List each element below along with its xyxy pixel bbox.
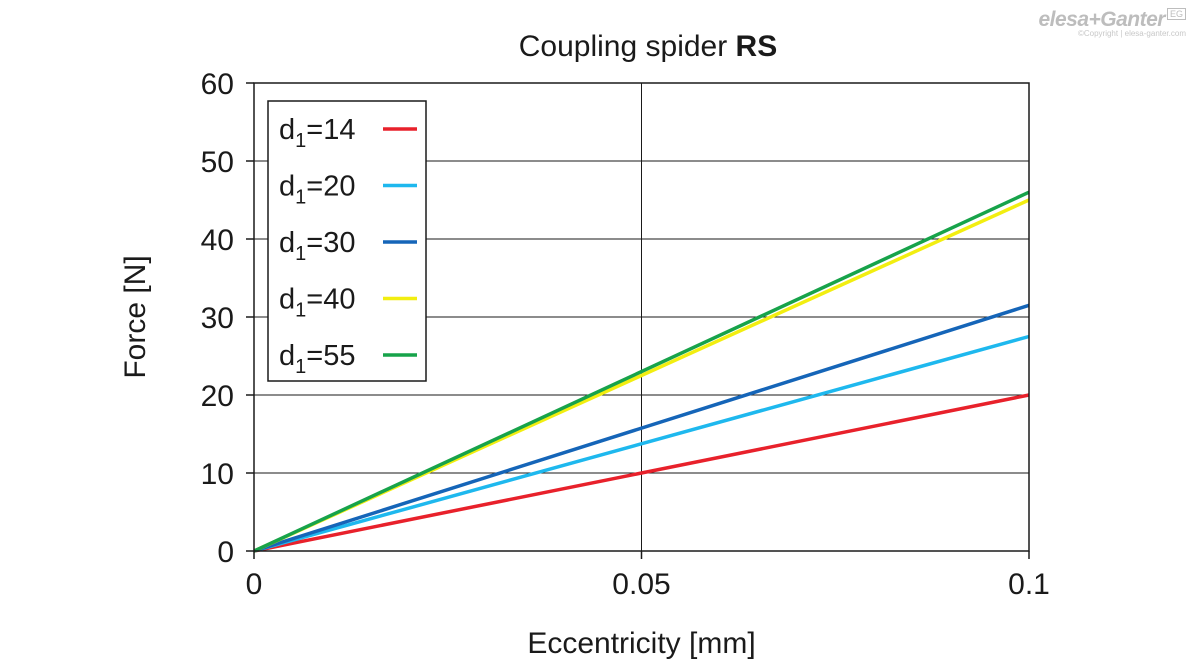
legend-label-4: d1=55 — [279, 340, 355, 378]
brand-watermark: elesa+Ganter EG ©Copyright | elesa-ganter… — [1038, 8, 1186, 38]
legend-label-base-4: d — [279, 340, 295, 372]
x-tick-label-0: 0 — [246, 568, 263, 601]
copyright-text: ©Copyright | elesa-ganter.com — [1077, 29, 1186, 38]
x-axis-label: Eccentricity [mm] — [527, 627, 755, 660]
y-tick-label-0: 0 — [217, 536, 234, 569]
y-tick-label-1: 10 — [201, 458, 234, 491]
legend-label-2: d1=30 — [279, 227, 355, 265]
series-lines — [253, 190, 1030, 553]
y-axis-ticks: 0 10 20 30 40 50 60 — [201, 68, 254, 569]
legend-label-sub-3: 1 — [295, 300, 306, 322]
legend-label-sub-0: 1 — [295, 130, 306, 152]
brand-plus: + — [1088, 8, 1101, 31]
y-tick-label-4: 40 — [201, 224, 234, 257]
y-tick-label-3: 30 — [201, 302, 234, 335]
legend-label-rest-1: =20 — [306, 171, 355, 203]
brand-name-left: elesa — [1038, 8, 1089, 31]
x-tick-label-1: 0.05 — [612, 568, 670, 601]
legend-label-base-1: d — [279, 171, 295, 203]
y-tick-label-5: 50 — [201, 146, 234, 179]
y-tick-label-6: 60 — [201, 68, 234, 101]
chart-title-plain: Coupling spider — [519, 30, 736, 63]
series-line-2 — [253, 303, 1030, 553]
y-axis-label: Force [N] — [119, 255, 152, 378]
series-line-0 — [253, 393, 1030, 553]
legend-label-1: d1=20 — [279, 171, 355, 209]
legend-label-base-2: d — [279, 227, 295, 259]
legend-label-rest-2: =30 — [306, 227, 355, 259]
series-line-1 — [253, 334, 1030, 553]
legend-label-0: d1=14 — [279, 114, 355, 152]
legend-label-base-0: d — [279, 114, 295, 146]
y-tick-label-2: 20 — [201, 380, 234, 413]
brand-badge: EG — [1166, 8, 1186, 20]
legend-label-sub-4: 1 — [295, 356, 306, 378]
legend-label-sub-1: 1 — [295, 187, 306, 209]
brand-name-right: Ganter — [1100, 8, 1165, 31]
chart-title-bold: RS — [736, 30, 778, 63]
chart-title: Coupling spider RS — [519, 30, 777, 63]
legend-label-rest-4: =55 — [306, 340, 355, 372]
x-axis-ticks: 0 0.05 0.1 — [246, 551, 1050, 601]
x-tick-label-2: 0.1 — [1008, 568, 1050, 601]
legend-label-3: d1=40 — [279, 284, 355, 322]
legend-label-rest-3: =40 — [306, 284, 355, 316]
legend-label-base-3: d — [279, 284, 295, 316]
brand-logo: elesa+Ganter EG — [1038, 8, 1186, 32]
legend-label-sub-2: 1 — [295, 243, 306, 265]
legend-label-rest-0: =14 — [306, 114, 355, 146]
series-line-4 — [253, 190, 1030, 553]
